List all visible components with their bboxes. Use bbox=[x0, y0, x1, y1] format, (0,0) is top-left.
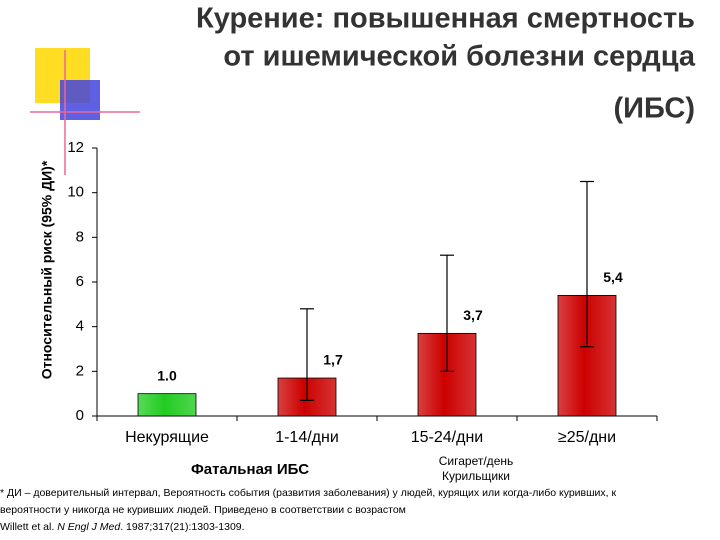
y-tick-label: 4 bbox=[76, 318, 84, 335]
chart-title: (ИБС) bbox=[613, 93, 695, 125]
citation-part: Willett et al. bbox=[0, 521, 57, 533]
y-tick-label: 6 bbox=[76, 273, 84, 290]
y-tick-label: 10 bbox=[67, 184, 84, 201]
citation: Willett et al. N Engl J Med. 1987;317(21… bbox=[0, 521, 245, 533]
x-tick-label: 15-24/дни bbox=[411, 429, 483, 446]
citation-part: . 1987;317(21):1303-1309. bbox=[120, 521, 244, 533]
x-annotation: Фатальная ИБС bbox=[191, 461, 309, 478]
x-tick-label: ≥25/дни bbox=[558, 429, 616, 446]
y-tick-label: 0 bbox=[76, 407, 84, 424]
chart-title: от ишемической болезни сердца bbox=[223, 41, 695, 73]
value-label: 1,7 bbox=[323, 352, 343, 368]
x-tick-label: 1-14/дни bbox=[275, 429, 339, 446]
chart-title: Курение: повышенная смертность bbox=[196, 3, 695, 35]
value-label: 3,7 bbox=[463, 307, 483, 323]
y-tick-label: 8 bbox=[76, 228, 84, 245]
value-label: 1.0 bbox=[157, 367, 177, 383]
citation-part: N Engl J Med bbox=[57, 521, 121, 533]
y-tick-label: 2 bbox=[76, 362, 84, 379]
y-axis-label: Относительный риск (95% ДИ)* bbox=[39, 160, 55, 379]
footnote: вероятности у никогда не куривших людей.… bbox=[0, 504, 406, 516]
footnote: * ДИ – доверительный интервал, Вероятнос… bbox=[0, 487, 616, 499]
x-annotation: Курильщики bbox=[442, 469, 510, 483]
y-tick-label: 12 bbox=[67, 139, 84, 156]
bar bbox=[137, 393, 197, 417]
x-tick-label: Некурящие bbox=[125, 429, 209, 446]
x-annotation: Сигарет/день bbox=[439, 454, 514, 468]
value-label: 5,4 bbox=[603, 269, 623, 285]
decor-square bbox=[60, 80, 100, 120]
